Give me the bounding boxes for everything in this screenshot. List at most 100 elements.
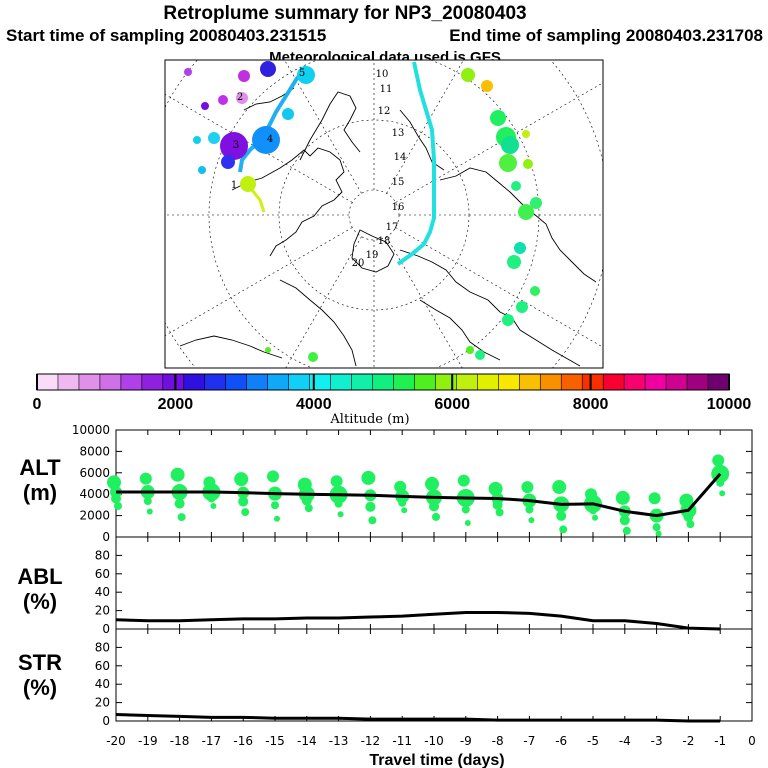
plume-marker xyxy=(201,102,209,110)
map-graticule xyxy=(165,60,603,368)
alt-scatter-point xyxy=(368,516,377,525)
altitude-colorbar: 0 2000 4000 6000 8000 10000 xyxy=(33,373,751,413)
plume-marker xyxy=(184,68,192,76)
alt-scatter-point xyxy=(365,501,376,512)
colorbar-cell xyxy=(519,373,542,391)
colorbar-cell xyxy=(330,373,353,391)
colorbar-cell xyxy=(99,373,122,391)
plume-marker xyxy=(218,95,228,105)
plume-marker xyxy=(240,176,256,192)
plume-marker xyxy=(507,255,521,269)
alt-scatter-point xyxy=(461,505,470,514)
alt-scatter-point xyxy=(330,475,343,488)
plume-marker xyxy=(516,301,528,313)
panel-label: (%) xyxy=(23,589,57,614)
alt-scatter-point xyxy=(719,490,726,497)
alt-scatter-point xyxy=(495,508,504,517)
end-time-label: End time of sampling 20080403.231708 xyxy=(449,26,763,45)
plume-marker xyxy=(511,181,521,191)
map-day-label: 1 xyxy=(231,180,237,191)
alt-scatter-point xyxy=(143,497,152,506)
plume-marker xyxy=(490,110,506,126)
colorbar-cell xyxy=(707,373,730,391)
colorbar-cell xyxy=(539,373,563,391)
x-tick-label: -5 xyxy=(587,734,599,748)
y-tick-label: 6000 xyxy=(79,466,110,480)
colorbar-cell xyxy=(36,373,59,391)
longitude-line xyxy=(395,227,603,348)
colorbar-cell xyxy=(644,373,667,391)
x-tick-label: -3 xyxy=(651,734,663,748)
colorbar-cell xyxy=(120,373,143,391)
alt-scatter-point xyxy=(622,526,631,535)
plume-marker xyxy=(481,80,493,92)
panel-frame xyxy=(115,628,753,722)
plume-marker xyxy=(265,347,271,353)
colorbar-cell xyxy=(477,373,500,391)
map-day-label: 19 xyxy=(366,250,379,261)
alt-scatter-point xyxy=(177,513,186,522)
plume-marker xyxy=(466,346,474,354)
plume-marker xyxy=(523,159,533,169)
x-tick-label: -2 xyxy=(682,734,694,748)
map-day-label: 15 xyxy=(392,177,405,188)
alt-scatter-point xyxy=(241,508,250,517)
alt-scatter-point xyxy=(686,520,695,529)
x-tick-label: -18 xyxy=(170,734,190,748)
plume-marker xyxy=(260,61,276,77)
colorbar-cell xyxy=(560,373,584,391)
colorbar-cell xyxy=(57,373,80,391)
map-day-label: 10 xyxy=(376,69,389,80)
alt-scatter-point xyxy=(521,481,534,494)
y-tick-label: 0 xyxy=(102,530,110,544)
panel-abl: 0 20 40 60 80 ABL(%) xyxy=(17,536,753,636)
alt-scatter-point xyxy=(488,481,503,496)
alt-scatter-point xyxy=(425,476,439,491)
longitude-line xyxy=(386,236,463,368)
y-tick-label: 2000 xyxy=(79,509,110,523)
colorbar-tick-label: 6000 xyxy=(434,396,470,413)
plume-marker xyxy=(238,70,250,82)
map-day-label: 2 xyxy=(237,92,243,103)
alt-scatter-point xyxy=(652,523,661,532)
x-tick-label: -10 xyxy=(424,734,444,748)
panel-label: STR xyxy=(18,650,62,675)
alt-scatter-point xyxy=(615,490,630,505)
alt-scatter-point xyxy=(238,496,249,507)
colorbar-cell xyxy=(225,373,248,391)
panel-str: 0 20 40 60 80 STR(%) xyxy=(18,628,753,728)
colorbar-cell xyxy=(267,373,290,391)
colorbar-cell xyxy=(435,373,458,391)
colorbar-cell xyxy=(456,373,479,391)
x-tick-label: -14 xyxy=(297,734,317,748)
x-tick-label: -13 xyxy=(329,734,349,748)
map-day-label: 18 xyxy=(378,236,391,247)
series-line-str xyxy=(115,713,721,723)
colorbar-label: Altitude (m) xyxy=(329,412,409,427)
x-axis-label: Travel time (days) xyxy=(369,752,504,768)
alt-scatter-point xyxy=(712,454,725,467)
alt-scatter-point xyxy=(234,472,249,487)
longitude-line xyxy=(165,227,353,337)
map-day-label: 4 xyxy=(267,134,273,145)
colorbar-tick-label: 4000 xyxy=(296,396,332,413)
plume-marker xyxy=(518,204,534,220)
coastline xyxy=(231,147,345,257)
longitude-line xyxy=(386,60,464,194)
colorbar-cell xyxy=(288,373,311,391)
alt-scatter-point xyxy=(170,467,185,482)
plume-marker xyxy=(208,132,220,144)
plume-marker xyxy=(530,197,542,209)
longitude-line xyxy=(165,93,353,203)
coastline xyxy=(179,335,283,359)
y-tick-label: 0 xyxy=(102,714,110,728)
longitude-line xyxy=(284,60,362,194)
map-day-label: 20 xyxy=(352,258,365,269)
alt-scatter-point xyxy=(107,475,121,490)
plume-marker xyxy=(221,155,235,169)
colorbar-cell xyxy=(581,373,604,391)
map-day-label: 3 xyxy=(233,140,239,151)
longitude-line xyxy=(395,82,603,203)
